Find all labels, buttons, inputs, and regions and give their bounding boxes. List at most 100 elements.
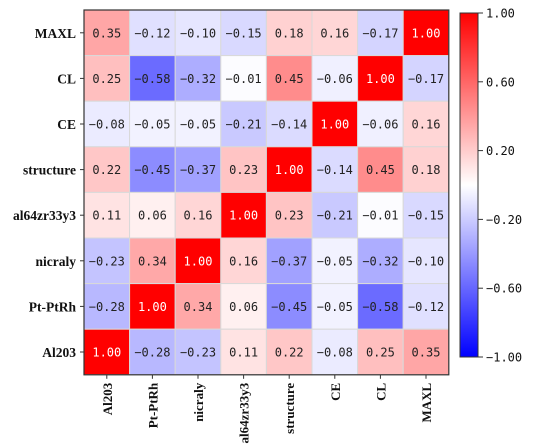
cell-value-label: 1.00	[366, 72, 395, 86]
heatmap-cell	[220, 146, 267, 193]
cell-value-label: 1.00	[229, 209, 258, 223]
heatmap-cell	[357, 100, 404, 148]
cell-value-label: 0.23	[229, 163, 258, 177]
heatmap-cell	[357, 283, 404, 330]
column-label: CE	[328, 383, 343, 401]
cell-value-label: 0.34	[184, 300, 213, 314]
heatmap-cell	[129, 237, 176, 285]
heatmap-cell	[265, 283, 313, 330]
row-label: structure	[23, 163, 76, 178]
cell-value-label: −0.58	[362, 300, 398, 314]
heatmap-cell	[357, 191, 404, 239]
cell-value-label: −0.28	[89, 300, 125, 314]
cell-value-label: −0.45	[134, 163, 170, 177]
cell-value-label: 0.06	[138, 209, 167, 223]
cell-value-label: −0.45	[271, 300, 307, 314]
cell-value-label: 1.00	[138, 300, 167, 314]
colorbar-tick-label: −0.20	[486, 213, 522, 227]
cell-value-label: 0.18	[412, 163, 441, 177]
cell-value-label: 1.00	[184, 254, 213, 268]
cell-value-label: 0.35	[92, 26, 121, 40]
cell-value-label: −0.05	[180, 118, 216, 132]
heatmap-cell	[129, 100, 176, 148]
cell-value-label: −0.23	[180, 346, 216, 360]
cell-value-label: 0.16	[184, 209, 213, 223]
column-label: Al203	[100, 382, 115, 415]
row-label: al64zr33y3	[13, 208, 76, 223]
colorbar: 1.00 0.60 0.20 −0.20 −0.60 −1.00	[459, 7, 522, 365]
row-label: Al203	[42, 345, 76, 360]
cell-value-label: −0.21	[317, 209, 353, 223]
heatmap-cell	[402, 9, 450, 57]
cell-value-label: 0.45	[275, 72, 304, 86]
cell-value-label: 0.16	[320, 26, 349, 40]
cell-value-label: −0.06	[317, 72, 353, 86]
heatmap-cell	[357, 146, 404, 193]
cell-value-label: −0.12	[408, 300, 444, 314]
cell-value-label: −0.37	[271, 254, 307, 268]
heatmap-cell	[265, 328, 313, 376]
column-labels: Al203 Pt-PtRh nicraly al64zr33y3 structure CE…	[100, 374, 434, 443]
cell-value-label: 0.11	[92, 209, 121, 223]
colorbar-tick-label: 0.20	[486, 144, 515, 158]
cell-value-label: −0.06	[362, 118, 398, 132]
column-label: nicraly	[191, 382, 206, 421]
column-label: structure	[282, 383, 297, 434]
heatmap-cell	[174, 283, 222, 330]
colorbar-tick-label: −0.60	[486, 282, 522, 296]
cell-value-label: 0.35	[412, 346, 441, 360]
cell-value-label: −0.37	[180, 163, 216, 177]
cell-value-label: 0.11	[229, 346, 258, 360]
cell-value-label: 0.16	[412, 118, 441, 132]
heatmap-cell	[311, 9, 359, 57]
row-labels: MAXL CL CE structure al64zr33y3 nicraly Pt-PtR…	[13, 26, 84, 360]
cell-value-label: −0.32	[362, 254, 398, 268]
heatmap-cell	[265, 237, 313, 285]
cell-value-label: −0.01	[226, 72, 262, 86]
cell-value-label: −0.21	[226, 118, 262, 132]
heatmap-cell	[129, 283, 176, 330]
column-label: MAXL	[419, 382, 434, 422]
cell-value-label: −0.08	[89, 118, 125, 132]
heatmap-cell	[220, 55, 267, 102]
cell-value-label: −0.08	[317, 346, 353, 360]
heatmap-cell	[174, 328, 222, 376]
row-label: nicraly	[36, 254, 77, 269]
column-label: Pt-PtRh	[145, 382, 160, 428]
heatmap-cell	[174, 146, 222, 193]
cell-value-label: 1.00	[320, 118, 349, 132]
cell-value-label: −0.05	[134, 118, 170, 132]
heatmap-cell	[311, 283, 359, 330]
cell-value-label: 1.00	[92, 346, 121, 360]
heatmap-cell	[402, 55, 450, 102]
cell-value-label: 0.25	[92, 72, 121, 86]
cell-value-label: 0.23	[275, 209, 304, 223]
column-label: al64zr33y3	[237, 382, 252, 443]
colorbar-tick-label: 1.00	[486, 7, 515, 21]
heatmap-cell	[83, 9, 131, 57]
heatmap-cell	[402, 237, 450, 285]
heatmap-cell	[311, 55, 359, 102]
cell-value-label: −0.14	[317, 163, 353, 177]
cell-value-label: −0.15	[408, 209, 444, 223]
column-label: CL	[373, 382, 388, 400]
colorbar-tick-label: 0.60	[486, 75, 515, 89]
cell-value-label: −0.10	[180, 26, 216, 40]
heatmap-cell	[129, 9, 176, 57]
cell-value-label: 0.45	[366, 163, 395, 177]
cell-value-label: −0.10	[408, 254, 444, 268]
cell-value-label: −0.23	[89, 254, 125, 268]
heatmap-cell	[174, 100, 222, 148]
cell-value-label: 0.25	[366, 346, 395, 360]
cell-value-label: −0.05	[317, 254, 353, 268]
heatmap-cell	[311, 100, 359, 148]
cell-value-label: 0.22	[275, 346, 304, 360]
heatmap-cell	[265, 146, 313, 193]
heatmap-cell	[402, 283, 450, 330]
colorbar-gradient	[459, 12, 479, 358]
cell-value-label: −0.17	[408, 72, 444, 86]
heatmap-cells: 0.35 −0.12 −0.10 −0.15 0.18 0.16 −0.17 1.00 0.25…	[83, 9, 450, 376]
cell-value-label: 1.00	[275, 163, 304, 177]
cell-value-label: −0.58	[134, 72, 170, 86]
